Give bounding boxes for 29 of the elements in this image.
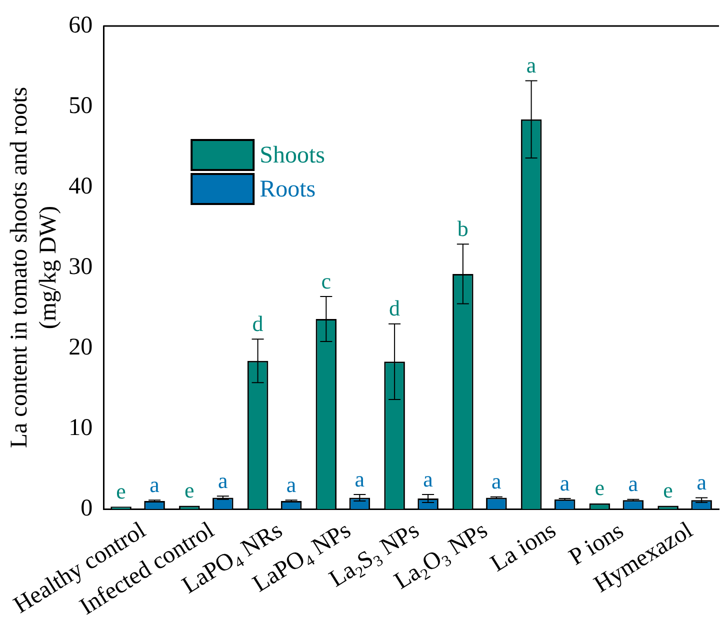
data-label: a — [560, 470, 570, 496]
y-tick-label: 40 — [68, 173, 93, 200]
data-label: c — [321, 268, 332, 294]
data-label: e — [116, 478, 126, 504]
data-label: a — [218, 468, 228, 493]
data-label: a — [150, 472, 160, 497]
data-label: a — [286, 472, 296, 497]
data-label: b — [457, 216, 468, 241]
data-label: d — [389, 296, 400, 321]
y-tick-label: 10 — [68, 414, 93, 441]
data-label: e — [184, 478, 194, 503]
y-tick-label: 0 — [80, 495, 93, 522]
legend-label: Roots — [260, 176, 316, 202]
data-label: e — [594, 475, 605, 500]
legend-label: Shoots — [260, 142, 325, 168]
data-label: d — [252, 310, 264, 336]
y-tick-label: 20 — [68, 334, 93, 360]
data-label: a — [492, 468, 502, 494]
x-tick-label: La ions — [486, 517, 561, 578]
y-tick-label: 30 — [68, 254, 93, 280]
data-label: a — [354, 466, 365, 492]
y-axis-title: La content in tomato shoots and roots (mg/kg DW) — [6, 86, 62, 448]
y-tick-label: 60 — [68, 12, 93, 38]
data-label: a — [526, 52, 536, 78]
data-label: a — [628, 471, 638, 496]
data-label: a — [423, 466, 434, 492]
data-label: a — [696, 470, 707, 495]
data-label: e — [663, 478, 673, 503]
y-tick-label: 50 — [68, 92, 93, 119]
